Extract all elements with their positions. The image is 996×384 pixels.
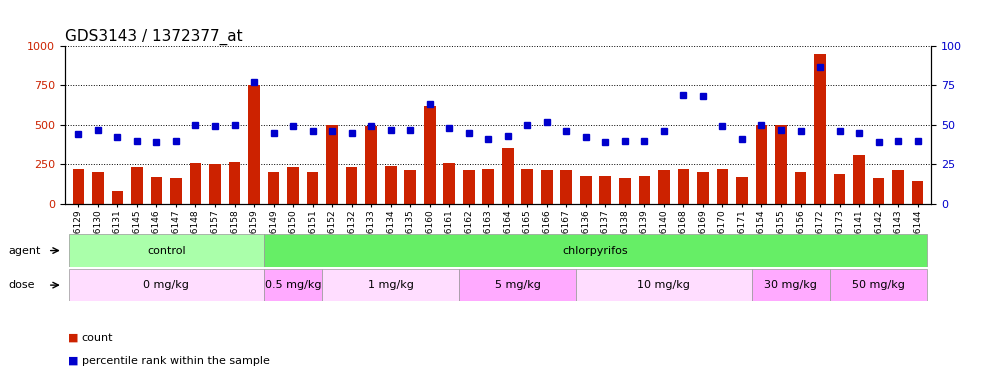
Bar bbox=[264, 234, 927, 267]
Text: 0.5 mg/kg: 0.5 mg/kg bbox=[265, 280, 322, 290]
Bar bbox=[775, 125, 787, 204]
Bar bbox=[834, 174, 846, 204]
Bar bbox=[384, 166, 396, 204]
Bar bbox=[541, 170, 553, 204]
Bar bbox=[752, 269, 830, 301]
Text: 0 mg/kg: 0 mg/kg bbox=[143, 280, 189, 290]
Bar bbox=[463, 170, 474, 204]
Bar bbox=[697, 172, 709, 204]
Bar bbox=[170, 177, 182, 204]
Bar bbox=[229, 162, 240, 204]
Bar bbox=[424, 106, 435, 204]
Bar bbox=[795, 172, 807, 204]
Bar bbox=[502, 149, 514, 204]
Text: 30 mg/kg: 30 mg/kg bbox=[764, 280, 817, 290]
Bar bbox=[346, 167, 358, 204]
Bar bbox=[576, 269, 752, 301]
Text: 50 mg/kg: 50 mg/kg bbox=[853, 280, 905, 290]
Text: 1 mg/kg: 1 mg/kg bbox=[368, 280, 413, 290]
Text: dose: dose bbox=[8, 280, 35, 290]
Text: count: count bbox=[82, 333, 114, 343]
Bar bbox=[638, 176, 650, 204]
Bar bbox=[482, 169, 494, 204]
Bar bbox=[580, 176, 592, 204]
Bar bbox=[716, 169, 728, 204]
Bar bbox=[73, 169, 85, 204]
Bar bbox=[658, 170, 669, 204]
Text: control: control bbox=[147, 245, 185, 256]
Bar bbox=[69, 234, 264, 267]
Bar bbox=[92, 172, 104, 204]
Bar bbox=[561, 170, 572, 204]
Text: percentile rank within the sample: percentile rank within the sample bbox=[82, 356, 270, 366]
Bar bbox=[830, 269, 927, 301]
Bar bbox=[892, 170, 904, 204]
Bar bbox=[323, 269, 459, 301]
Bar bbox=[287, 167, 299, 204]
Text: 10 mg/kg: 10 mg/kg bbox=[637, 280, 690, 290]
Bar bbox=[619, 177, 630, 204]
Text: ■: ■ bbox=[68, 356, 79, 366]
Bar bbox=[814, 54, 826, 204]
Bar bbox=[736, 177, 748, 204]
Bar bbox=[366, 126, 377, 204]
Text: chlorpyrifos: chlorpyrifos bbox=[563, 245, 628, 256]
Bar bbox=[677, 169, 689, 204]
Bar bbox=[112, 191, 124, 204]
Bar bbox=[911, 181, 923, 204]
Bar bbox=[264, 269, 323, 301]
Bar bbox=[522, 169, 533, 204]
Bar bbox=[248, 86, 260, 204]
Bar bbox=[69, 269, 264, 301]
Bar bbox=[854, 155, 865, 204]
Bar bbox=[459, 269, 576, 301]
Bar bbox=[189, 163, 201, 204]
Text: GDS3143 / 1372377_at: GDS3143 / 1372377_at bbox=[65, 28, 242, 45]
Text: ■: ■ bbox=[68, 333, 79, 343]
Bar bbox=[443, 163, 455, 204]
Bar bbox=[600, 176, 612, 204]
Bar bbox=[327, 125, 338, 204]
Bar bbox=[209, 164, 221, 204]
Bar bbox=[756, 125, 767, 204]
Bar bbox=[404, 170, 416, 204]
Bar bbox=[131, 167, 142, 204]
Bar bbox=[872, 178, 884, 204]
Bar bbox=[268, 172, 280, 204]
Bar bbox=[150, 177, 162, 204]
Text: 5 mg/kg: 5 mg/kg bbox=[495, 280, 541, 290]
Text: agent: agent bbox=[8, 245, 41, 256]
Bar bbox=[307, 172, 319, 204]
